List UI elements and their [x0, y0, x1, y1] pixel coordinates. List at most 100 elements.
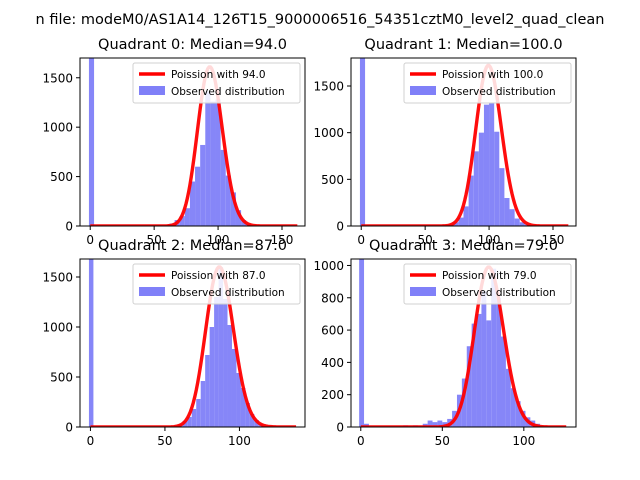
histogram-bar [437, 420, 443, 427]
poisson-curve [360, 265, 567, 427]
histogram-bar [458, 217, 464, 226]
legend-observed-swatch [139, 86, 165, 95]
x-tick-label: 150 [542, 233, 565, 247]
x-tick-label: 50 [157, 434, 172, 448]
histogram-bar [505, 368, 511, 427]
histogram-bar [235, 210, 242, 226]
x-tick-label: 100 [207, 233, 230, 247]
poisson-curve [90, 265, 297, 427]
histogram-bar [236, 373, 241, 427]
histogram-bar [88, 259, 94, 427]
y-tick-label: 200 [321, 388, 344, 402]
y-tick-label: 0 [65, 421, 73, 435]
histogram-bar [184, 208, 190, 226]
histogram-bar [359, 58, 366, 226]
plot-area [359, 259, 567, 427]
histogram-bar [189, 181, 196, 226]
histogram-bar [466, 346, 472, 427]
histogram-bar [359, 259, 365, 427]
histogram-bar [514, 218, 520, 226]
histogram-bar [215, 99, 221, 226]
histogram-bar [200, 381, 206, 427]
histogram-bar [471, 323, 477, 427]
legend-observed-label: Observed distribution [171, 86, 285, 98]
x-tick-label: 0 [357, 434, 365, 448]
plot-area [359, 58, 569, 226]
histogram-bar [195, 166, 201, 226]
legend-box [132, 263, 301, 305]
histogram-bar [245, 403, 250, 427]
histogram-bar [509, 209, 515, 226]
x-tick-label: 50 [418, 233, 433, 247]
x-tick-label: 0 [86, 233, 94, 247]
y-tick-label: 500 [50, 170, 73, 184]
x-tick-label: 100 [228, 434, 251, 448]
histogram-bar [476, 313, 482, 427]
histogram-bar [200, 144, 206, 226]
plot-area [88, 58, 298, 226]
x-tick-label: 150 [271, 233, 294, 247]
legend-observed-swatch [139, 287, 165, 296]
histogram-bar [489, 102, 495, 226]
histogram-bar [486, 320, 492, 427]
legend-box [403, 62, 572, 104]
y-tick-label: 1500 [313, 80, 344, 94]
y-tick-label: 1500 [42, 71, 73, 85]
histogram-bar [499, 168, 505, 226]
legend: Poission with 87.0 Observed distribution [132, 263, 301, 305]
histogram-bar [230, 192, 236, 226]
histogram-bar [205, 91, 211, 226]
histogram-bar [520, 410, 526, 427]
subplot-quadrant-3: Quadrant 3: Median=79.002004006008001000… [313, 238, 577, 448]
legend: Poission with 100.0 Observed distribution [403, 62, 572, 104]
histogram-bar [510, 388, 516, 427]
histogram-bar [463, 206, 469, 226]
legend-observed-swatch [410, 86, 436, 95]
histogram-bar [218, 267, 224, 427]
histogram-bar [496, 297, 501, 427]
y-tick-label: 1000 [42, 121, 73, 135]
histogram-bar [225, 175, 231, 226]
y-tick-label: 1000 [313, 259, 344, 273]
y-tick-label: 0 [336, 220, 344, 234]
y-tick-label: 400 [321, 356, 344, 370]
legend-poisson-label: Poission with 79.0 [442, 270, 537, 282]
histogram-bar [179, 216, 185, 226]
histogram-bar [254, 420, 259, 427]
histogram-bar [205, 355, 210, 427]
histogram-bar [483, 104, 490, 226]
histogram-bar [461, 378, 467, 427]
x-tick-label: 100 [478, 233, 501, 247]
histogram-bar [196, 399, 201, 427]
y-tick-label: 800 [321, 291, 344, 305]
histogram-bar [481, 291, 487, 427]
axes-frame [350, 57, 577, 227]
legend: Poission with 94.0 Observed distribution [132, 62, 301, 104]
histogram-bar [427, 420, 433, 427]
poisson-curve [360, 63, 569, 226]
plot-area [88, 259, 297, 427]
legend-poisson-label: Poission with 100.0 [442, 69, 543, 81]
histogram-bar [223, 299, 228, 427]
legend-box [403, 263, 572, 305]
histogram-bar [240, 388, 246, 427]
histogram-bar [494, 131, 500, 226]
legend: Poission with 79.0 Observed distribution [403, 263, 572, 305]
legend-poisson-label: Poission with 94.0 [171, 69, 266, 81]
histogram-bar [501, 336, 506, 427]
histogram-bar [214, 297, 219, 427]
histogram-bar [231, 349, 237, 427]
histogram-bar [468, 175, 474, 226]
legend-observed-swatch [410, 287, 436, 296]
subplot-title: Quadrant 3: Median=79.0 [369, 238, 558, 254]
axes-frame [79, 57, 306, 227]
figure-suptitle: n file: modeM0/AS1A14_126T15_9000006516_… [36, 12, 605, 28]
x-tick-label: 0 [357, 233, 365, 247]
histogram-bar [209, 327, 215, 427]
subplot-quadrant-1: Quadrant 1: Median=100.0 0 500 1000 1500 0 50 1… [313, 37, 577, 247]
x-tick-label: 50 [435, 434, 450, 448]
histogram-bar [491, 268, 497, 427]
histogram-bar [473, 151, 479, 226]
y-tick-label: 0 [65, 220, 73, 234]
histogram-bar [478, 132, 484, 226]
